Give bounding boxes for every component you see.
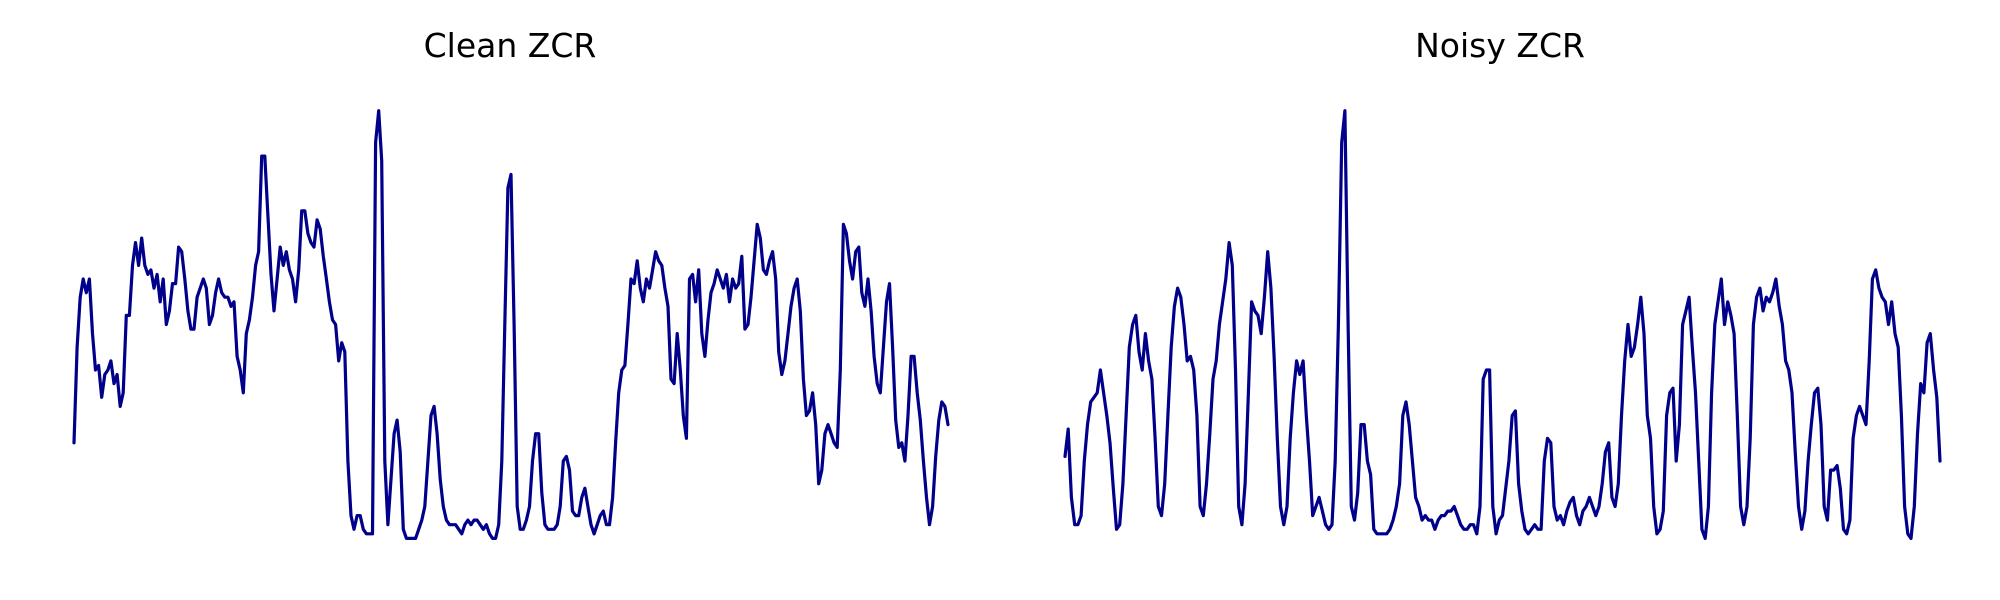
subplot-noisy-zcr: Noisy ZCR <box>1063 26 1942 541</box>
plot-area-noisy <box>1063 109 1942 541</box>
series-line-0-0 <box>72 109 950 541</box>
chart-title-clean: Clean ZCR <box>424 26 597 65</box>
plot-area-clean <box>72 109 950 541</box>
series-line-1-0 <box>1063 109 1942 541</box>
subplot-clean-zcr: Clean ZCR <box>72 26 950 541</box>
chart-title-noisy: Noisy ZCR <box>1415 26 1585 65</box>
